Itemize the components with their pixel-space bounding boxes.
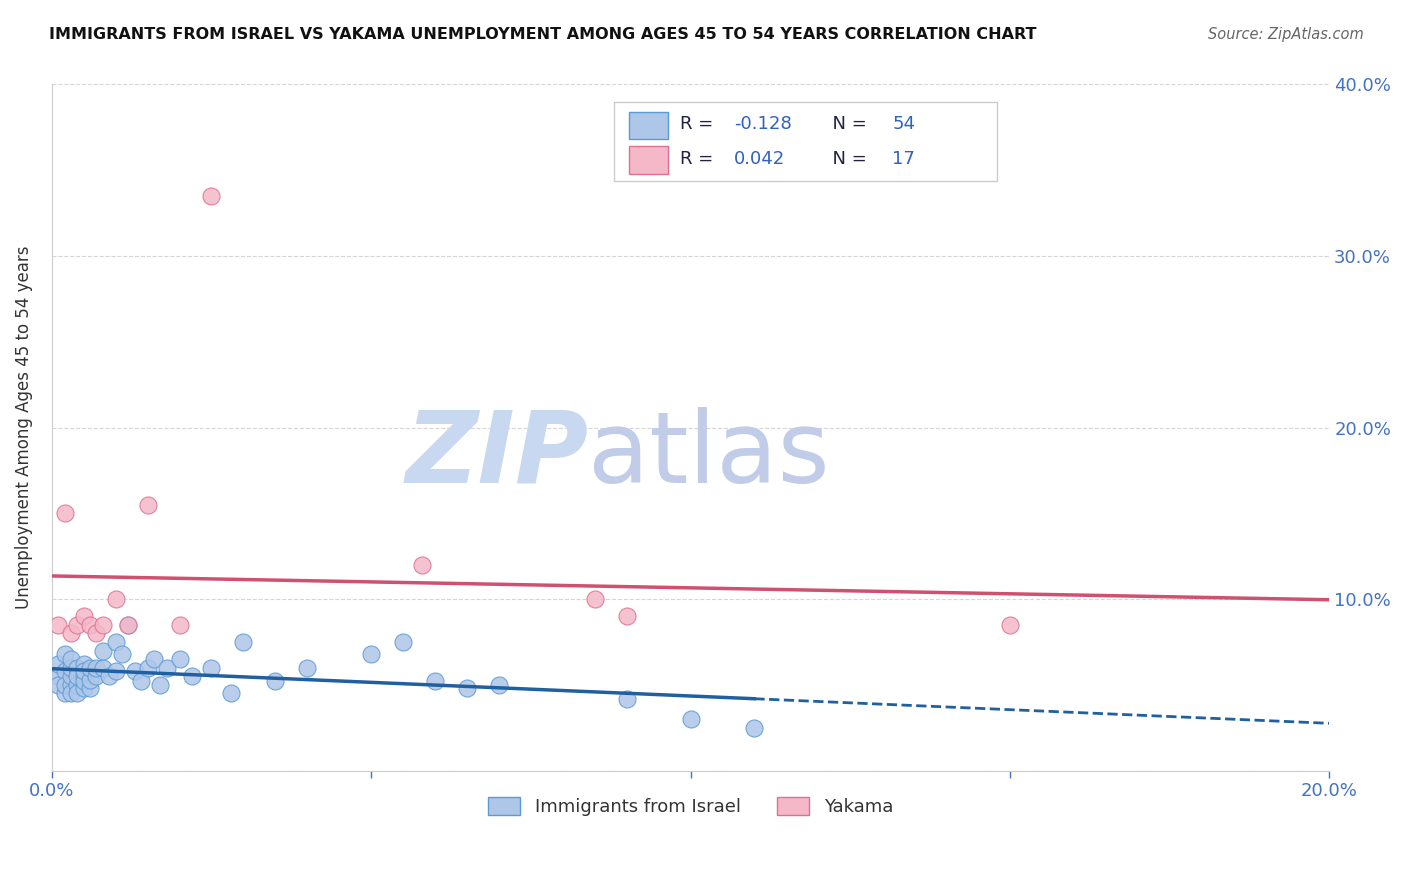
Point: [456, 681, 478, 696]
Point: [59, 678, 82, 692]
Point: [86, 661, 108, 675]
Point: [66, 618, 89, 632]
Point: [679, 712, 702, 726]
FancyBboxPatch shape: [614, 102, 997, 180]
FancyBboxPatch shape: [630, 112, 668, 139]
Text: atlas: atlas: [588, 407, 830, 503]
Point: [53, 647, 76, 661]
Point: [59, 686, 82, 700]
Point: [59, 626, 82, 640]
Point: [616, 691, 638, 706]
Text: Source: ZipAtlas.com: Source: ZipAtlas.com: [1208, 27, 1364, 42]
Text: 54: 54: [893, 115, 915, 133]
Point: [423, 674, 446, 689]
Point: [46, 618, 69, 632]
Point: [53, 686, 76, 700]
Point: [91, 661, 114, 675]
Point: [66, 678, 89, 692]
Point: [59, 652, 82, 666]
Point: [91, 618, 114, 632]
Point: [86, 626, 108, 640]
Point: [156, 661, 179, 675]
Point: [111, 647, 134, 661]
Point: [53, 664, 76, 678]
Point: [136, 661, 159, 675]
Point: [297, 661, 319, 675]
Point: [136, 498, 159, 512]
Text: 0.042: 0.042: [734, 150, 785, 168]
Point: [59, 669, 82, 683]
Point: [583, 592, 606, 607]
Text: 17: 17: [893, 150, 915, 168]
Point: [59, 661, 82, 675]
Point: [73, 657, 96, 672]
Point: [200, 189, 222, 203]
Point: [411, 558, 433, 572]
Point: [149, 678, 172, 692]
Point: [79, 673, 101, 687]
Point: [169, 652, 191, 666]
Point: [79, 618, 101, 632]
Text: IMMIGRANTS FROM ISRAEL VS YAKAMA UNEMPLOYMENT AMONG AGES 45 TO 54 YEARS CORRELAT: IMMIGRANTS FROM ISRAEL VS YAKAMA UNEMPLO…: [49, 27, 1036, 42]
Point: [53, 507, 76, 521]
Point: [53, 678, 76, 692]
Point: [142, 652, 165, 666]
Point: [91, 643, 114, 657]
Point: [46, 657, 69, 672]
Y-axis label: Unemployment Among Ages 45 to 54 years: Unemployment Among Ages 45 to 54 years: [15, 246, 32, 609]
Text: -0.128: -0.128: [734, 115, 792, 133]
Point: [73, 681, 96, 696]
Point: [360, 647, 382, 661]
Point: [232, 635, 254, 649]
Text: N =: N =: [821, 115, 872, 133]
Point: [98, 669, 121, 683]
Text: N =: N =: [821, 150, 872, 168]
Point: [73, 664, 96, 678]
Point: [46, 678, 69, 692]
Point: [200, 661, 222, 675]
Point: [616, 609, 638, 624]
Point: [117, 618, 139, 632]
Point: [117, 618, 139, 632]
Point: [73, 609, 96, 624]
Text: ZIP: ZIP: [405, 407, 588, 503]
Point: [219, 686, 242, 700]
Point: [86, 669, 108, 683]
Point: [488, 678, 510, 692]
Point: [392, 635, 415, 649]
Point: [129, 674, 152, 689]
Point: [264, 674, 287, 689]
Point: [181, 669, 204, 683]
Point: [66, 661, 89, 675]
Point: [79, 661, 101, 675]
Point: [66, 669, 89, 683]
Point: [998, 618, 1021, 632]
FancyBboxPatch shape: [630, 146, 668, 174]
Text: R =: R =: [681, 115, 720, 133]
Legend: Immigrants from Israel, Yakama: Immigrants from Israel, Yakama: [481, 789, 900, 823]
Point: [66, 686, 89, 700]
Point: [124, 664, 146, 678]
Text: R =: R =: [681, 150, 720, 168]
Point: [104, 635, 127, 649]
Point: [169, 618, 191, 632]
Point: [104, 592, 127, 607]
Point: [104, 664, 127, 678]
Point: [744, 721, 766, 735]
Point: [73, 674, 96, 689]
Point: [46, 669, 69, 683]
Point: [73, 669, 96, 683]
Point: [79, 681, 101, 696]
